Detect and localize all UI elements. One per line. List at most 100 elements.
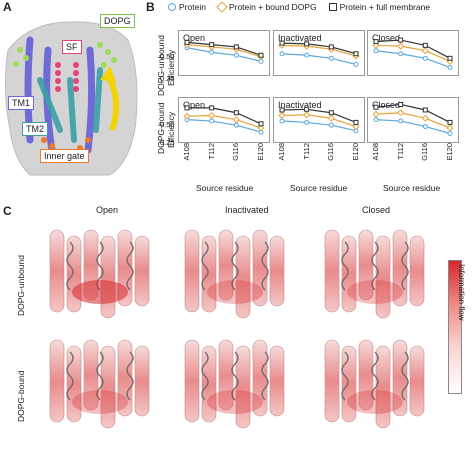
data-point	[208, 111, 216, 120]
series-line-0	[375, 119, 451, 135]
subplot-inactivated-bound: Inactivated	[273, 97, 365, 143]
data-point	[279, 107, 285, 113]
data-point	[233, 110, 239, 116]
tm1-label: TM1	[8, 96, 34, 110]
render-inactivated-bound	[184, 339, 285, 429]
xtick-t112: T112	[395, 143, 405, 160]
col-head-closed: Closed	[362, 205, 391, 215]
data-point	[327, 114, 335, 122]
xlabel-right: Source residue	[383, 183, 441, 193]
subplot-open-bound: Open	[178, 97, 270, 143]
data-point	[304, 41, 310, 47]
xlabel-center: Source residue	[290, 183, 348, 193]
row-head-unbound: DOPG-unbound	[16, 255, 26, 316]
tm2-label: TM2	[22, 122, 48, 136]
render-open-unbound	[49, 229, 150, 319]
channel-structure-illustration	[4, 21, 138, 176]
square-marker-icon	[328, 3, 337, 11]
legend-bound: Protein + bound DOPG	[216, 1, 317, 13]
data-point	[422, 42, 428, 48]
data-point	[398, 37, 404, 43]
ytick-bottom-025: 0.25	[160, 138, 175, 147]
inner-gate-label: Inner gate	[40, 149, 89, 163]
series-line-1	[375, 112, 451, 129]
series-line-1	[375, 44, 451, 62]
data-point	[421, 114, 429, 122]
data-point	[352, 123, 360, 131]
data-point	[398, 118, 404, 124]
xtick-g116: G116	[326, 143, 336, 161]
data-point	[303, 111, 311, 119]
ylabel-top-line1: DOPG-unbound	[156, 35, 166, 96]
xtick-g116: G116	[420, 143, 430, 161]
data-point	[328, 110, 334, 116]
xtick-e120: E120	[256, 143, 265, 161]
data-point	[447, 55, 453, 61]
series-line-1	[186, 44, 262, 58]
data-point	[184, 105, 190, 111]
data-point	[373, 39, 379, 45]
data-point	[209, 118, 215, 124]
data-point	[373, 117, 379, 123]
data-point	[421, 47, 429, 55]
xlabel-left: Source residue	[196, 183, 254, 193]
data-point	[328, 122, 334, 128]
data-point	[209, 105, 215, 111]
data-point	[304, 52, 310, 58]
col-head-open: Open	[96, 205, 119, 215]
data-point	[232, 116, 240, 124]
information-flow-colorbar	[448, 260, 462, 394]
xtick-e120: E120	[445, 143, 454, 161]
chart-legend: Protein Protein + bound DOPG Protein + f…	[168, 1, 431, 13]
legend-membrane-label: Protein + full membrane	[339, 2, 431, 12]
data-point	[328, 55, 334, 61]
subplot-closed-bound: Closed	[367, 97, 459, 143]
panel-a-letter: A	[3, 0, 12, 14]
sf-label: SF	[62, 40, 82, 54]
subplot-title: Closed	[372, 100, 401, 110]
xtick-e120: E120	[351, 143, 360, 161]
subplot-title: Inactivated	[278, 100, 322, 110]
legend-protein: Protein	[168, 2, 206, 12]
panel-b-letter: B	[146, 0, 155, 14]
data-point	[422, 55, 428, 61]
ytick-top-050: 0.50	[160, 52, 175, 61]
data-point	[422, 124, 428, 130]
dopg-label: DOPG	[100, 14, 135, 28]
data-point	[209, 42, 215, 48]
subplot-closed-unbound: Closed	[367, 30, 459, 76]
data-point	[233, 44, 239, 50]
subplot-title: Open	[183, 33, 206, 43]
data-point	[397, 42, 405, 50]
series-line-1	[281, 114, 357, 128]
data-point	[447, 119, 453, 125]
xtick-a108: A108	[182, 143, 191, 161]
series-line-2	[375, 39, 451, 59]
xtick-a108: A108	[277, 143, 286, 161]
xtick-g116: G116	[231, 143, 241, 161]
series-line-0	[281, 53, 357, 65]
data-point	[446, 124, 454, 132]
subplot-title: Open	[183, 100, 206, 110]
data-point	[398, 101, 404, 107]
legend-membrane: Protein + full membrane	[328, 2, 431, 12]
render-closed-unbound	[324, 229, 425, 319]
colorbar-label: Information flow	[457, 264, 466, 321]
data-point	[233, 52, 239, 58]
ytick-top-025: 0.25	[160, 74, 175, 83]
data-point	[447, 130, 453, 136]
data-point	[373, 104, 379, 110]
data-point	[183, 112, 191, 120]
render-inactivated-unbound	[184, 229, 285, 319]
ytick-bottom-050: 0.50	[160, 120, 175, 129]
series-line-2	[281, 42, 357, 55]
data-point	[279, 51, 285, 57]
panel-c-letter: C	[3, 204, 12, 218]
series-line-0	[186, 47, 262, 62]
series-line-1	[281, 44, 357, 57]
diamond-marker-icon	[216, 1, 228, 13]
data-point	[304, 119, 310, 125]
data-point	[279, 40, 285, 46]
data-point	[328, 44, 334, 50]
render-closed-bound	[324, 339, 425, 429]
